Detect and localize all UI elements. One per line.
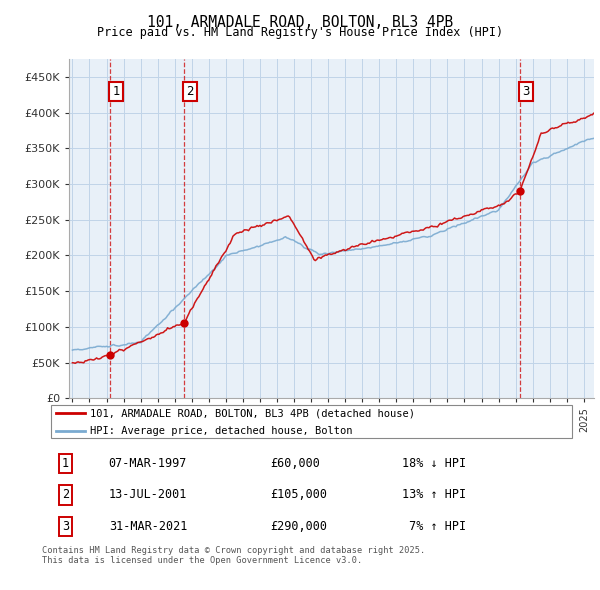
Text: 13% ↑ HPI: 13% ↑ HPI xyxy=(402,489,466,502)
Text: 1: 1 xyxy=(112,84,120,97)
Text: 2: 2 xyxy=(62,489,69,502)
Text: 07-MAR-1997: 07-MAR-1997 xyxy=(109,457,187,470)
Text: 3: 3 xyxy=(523,84,530,97)
Text: £60,000: £60,000 xyxy=(270,457,320,470)
FancyBboxPatch shape xyxy=(50,405,572,438)
Text: £290,000: £290,000 xyxy=(270,520,327,533)
Text: Contains HM Land Registry data © Crown copyright and database right 2025.
This d: Contains HM Land Registry data © Crown c… xyxy=(42,546,425,565)
Text: 2: 2 xyxy=(187,84,194,97)
Text: 7% ↑ HPI: 7% ↑ HPI xyxy=(402,520,466,533)
Text: 13-JUL-2001: 13-JUL-2001 xyxy=(109,489,187,502)
Text: HPI: Average price, detached house, Bolton: HPI: Average price, detached house, Bolt… xyxy=(90,426,353,436)
Text: 31-MAR-2021: 31-MAR-2021 xyxy=(109,520,187,533)
Text: 101, ARMADALE ROAD, BOLTON, BL3 4PB (detached house): 101, ARMADALE ROAD, BOLTON, BL3 4PB (det… xyxy=(90,408,415,418)
Text: 101, ARMADALE ROAD, BOLTON, BL3 4PB: 101, ARMADALE ROAD, BOLTON, BL3 4PB xyxy=(147,15,453,30)
Text: 3: 3 xyxy=(62,520,69,533)
Text: 18% ↓ HPI: 18% ↓ HPI xyxy=(402,457,466,470)
Text: £105,000: £105,000 xyxy=(270,489,327,502)
Text: 1: 1 xyxy=(62,457,69,470)
Text: Price paid vs. HM Land Registry's House Price Index (HPI): Price paid vs. HM Land Registry's House … xyxy=(97,26,503,39)
